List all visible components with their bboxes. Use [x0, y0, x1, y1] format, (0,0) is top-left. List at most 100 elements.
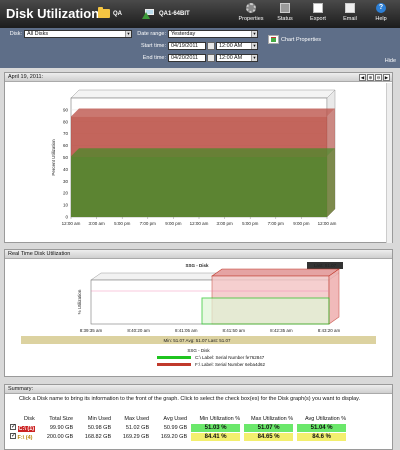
- last-value-badge: [307, 262, 343, 269]
- disk-checkbox[interactable]: [10, 423, 16, 430]
- table-cell: 51.02 GB: [125, 424, 150, 431]
- legend-item-f[interactable]: F:\ Label: Serial Number 6eba4d62: [157, 362, 265, 367]
- realtime-utilization-chart: SSG - Disk Last: 51.07 % Utilization 8:39:3…: [21, 262, 376, 344]
- realtime-chart-panel: Real Time Disk Utilization SSG - Disk Las…: [4, 249, 393, 377]
- utilization-area-chart: 0 10 20 30 40 50 60 70 80 90 Percent Utilization 12…: [51, 89, 337, 226]
- properties-button[interactable]: Properties: [236, 3, 266, 22]
- x-tick-label: 8:41:50 am: [223, 328, 246, 333]
- legend-swatch: [157, 356, 191, 359]
- y-tick-label: 30: [63, 179, 69, 184]
- table-cell: 168.82 GB: [84, 433, 112, 440]
- folder-icon: [98, 7, 110, 18]
- email-button[interactable]: Email: [335, 3, 365, 22]
- y-tick-label: 10: [63, 203, 69, 208]
- summary-table: Disk Total Size Min Used Max Used Avg Us…: [8, 414, 348, 441]
- realtime-legend-title: SSG - Disk: [187, 348, 210, 353]
- table-header: Disk Total Size Min Used Max Used Avg Us…: [8, 414, 348, 423]
- zoom-in-button[interactable]: ⊕: [367, 74, 374, 81]
- max-utilization-bar: 51.07 %: [244, 423, 294, 432]
- y-axis-label: Percent Utilization: [51, 139, 56, 176]
- start-date-input[interactable]: 04/19/2011: [168, 42, 206, 50]
- bar-side-f: [328, 268, 340, 325]
- column-header: Total Size: [49, 415, 74, 422]
- disk-link[interactable]: C:\ (1): [17, 425, 36, 432]
- status-button[interactable]: Status: [270, 3, 300, 22]
- x-tick-label: 9:00 pm: [165, 221, 182, 226]
- x-tick-label: 8:42:35 am: [270, 328, 293, 333]
- end-time-select[interactable]: 12:00 AM ▼: [216, 54, 258, 62]
- y-tick-label: 0: [65, 215, 68, 220]
- date-range-value: Yesterday: [171, 31, 196, 37]
- table-cell: 169.20 GB: [160, 433, 188, 440]
- legend-item-c[interactable]: C:\ Label: Serial Number fe762847: [157, 355, 264, 360]
- stats-text: Min: 51.07 Avg: 51.07 Last: 51.07: [164, 338, 231, 343]
- x-tick-label: 12:00 am: [62, 221, 81, 226]
- column-header: Avg Utilization %: [304, 415, 347, 422]
- date-range-select[interactable]: Yesterday ▼: [168, 30, 258, 38]
- bar-top-f: [211, 268, 340, 277]
- disk-select[interactable]: All Disks ▼: [24, 30, 132, 38]
- column-header: Max Utilization %: [250, 415, 294, 422]
- export-button[interactable]: Export: [303, 3, 333, 22]
- table-cell: 50.99 GB: [163, 424, 188, 431]
- next-button[interactable]: ▶: [383, 74, 390, 81]
- filter-bar: Disk: All Disks ▼ Date range: Yesterday ▼ …: [0, 28, 400, 68]
- y-tick-label: 40: [63, 167, 69, 172]
- panel-header: Summary:: [5, 385, 392, 394]
- x-tick-label: 3:00 am: [88, 221, 105, 226]
- table-cell: 50.98 GB: [87, 424, 112, 431]
- bar-c: [201, 297, 330, 325]
- y-tick-label: 20: [63, 191, 69, 196]
- disk-checkbox[interactable]: [10, 432, 16, 439]
- y-tick-label: 90: [63, 107, 69, 112]
- chart-properties-button[interactable]: Chart Properties: [268, 35, 321, 44]
- prev-button[interactable]: ◀: [359, 74, 366, 81]
- history-chart-panel: April 19, 2011: ◀ ⊕ ⊖ ▶ 0 10 20 30 40 50 60 70 8…: [4, 72, 393, 243]
- max-utilization-bar: 84.65 %: [244, 432, 294, 441]
- status-icon: [280, 3, 290, 13]
- area-side-c: [327, 148, 335, 217]
- breadcrumb-server[interactable]: QA1-64BIT: [142, 9, 190, 19]
- table-cell: 169.29 GB: [122, 433, 150, 440]
- chart-icon: [268, 35, 279, 44]
- calendar-icon[interactable]: [207, 42, 215, 50]
- panel-header: April 19, 2011: ◀ ⊕ ⊖ ▶: [5, 73, 392, 82]
- chevron-down-icon: ▼: [251, 31, 257, 37]
- calendar-icon[interactable]: [207, 54, 215, 62]
- disk-select-value: All Disks: [27, 31, 49, 37]
- x-tick-label: 8:39:35 am: [80, 328, 103, 333]
- status-label: Status: [277, 16, 293, 22]
- properties-label: Properties: [238, 16, 264, 22]
- help-icon: ?: [376, 3, 386, 13]
- area-top-f: [71, 108, 335, 117]
- realtime-chart-title: SSG - Disk: [185, 263, 209, 268]
- end-date-input[interactable]: 04/20/2011: [168, 54, 206, 62]
- scrollbar[interactable]: [386, 83, 392, 243]
- chevron-down-icon: ▼: [125, 31, 131, 37]
- x-tick-label: 7:00 pm: [268, 221, 285, 226]
- panel-title: April 19, 2011:: [8, 74, 44, 80]
- x-tick-label: 5:00 pm: [114, 221, 131, 226]
- breadcrumb-qa[interactable]: QA: [98, 7, 122, 18]
- hide-link[interactable]: Hide: [384, 58, 396, 64]
- column-header: Min Used: [87, 415, 112, 422]
- area-c: [71, 156, 327, 217]
- help-label: Help: [375, 16, 387, 22]
- zoom-out-button[interactable]: ⊖: [375, 74, 382, 81]
- x-tick-label: 8:43:20 am: [318, 328, 341, 333]
- help-button[interactable]: ? Help: [366, 3, 396, 22]
- panel-title: Real Time Disk Utilization: [8, 251, 71, 257]
- breadcrumb-label: QA1-64BIT: [159, 11, 190, 17]
- table-cell: 200.00 GB: [46, 433, 74, 440]
- avg-utilization-bar: 51.04 %: [297, 423, 347, 432]
- start-time-select[interactable]: 12:00 AM ▼: [216, 42, 258, 50]
- table-cell: 99.90 GB: [49, 424, 74, 431]
- chart-back-wall: [70, 89, 336, 99]
- last-value-badge-text: Last: 51.07: [314, 263, 337, 268]
- legend-swatch: [157, 363, 191, 366]
- end-time-value: 12:00 AM: [219, 55, 243, 61]
- x-tick-label: 8:40:20 am: [127, 328, 150, 333]
- breadcrumb-label: QA: [113, 10, 122, 17]
- summary-instructions: Click a Disk name to bring its informati…: [19, 396, 361, 402]
- disk-link[interactable]: F:\ (4): [17, 434, 33, 441]
